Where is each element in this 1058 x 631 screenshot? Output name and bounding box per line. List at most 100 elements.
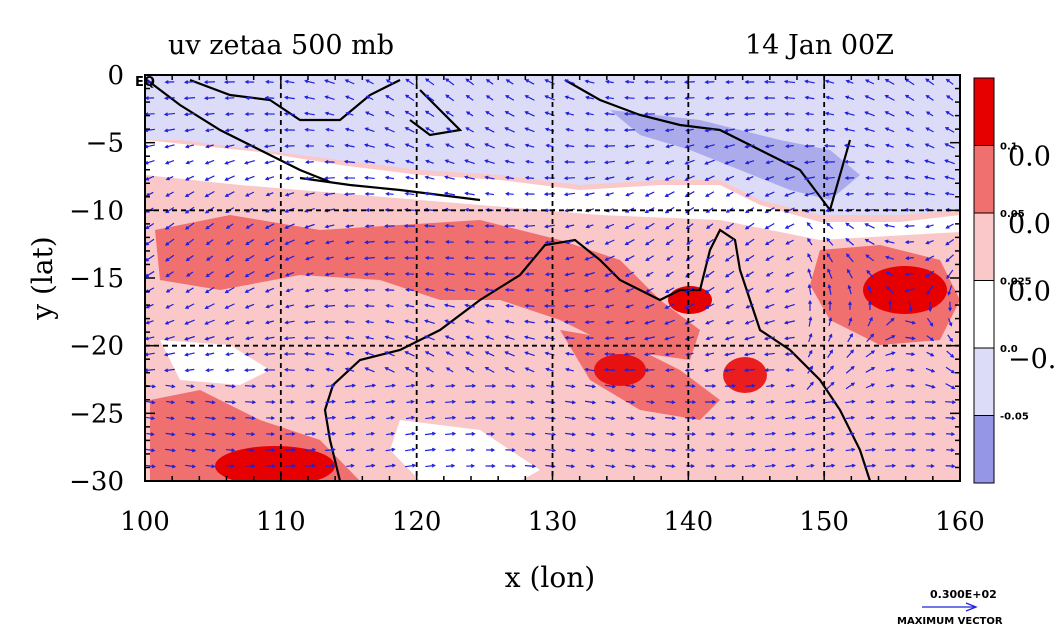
wind-vector-head [331,431,337,436]
wind-vector [905,288,915,292]
wind-vector-head [884,255,890,260]
wind-vector-head [151,464,156,469]
wind-vector-head [951,400,957,405]
wind-vector [848,318,852,326]
wind-vector [845,128,855,132]
wind-vector-head [484,159,489,164]
wind-vector-head [343,288,349,293]
wind-vector-head [405,287,410,292]
wind-vector-head [445,94,450,99]
wind-vector-head [224,96,229,101]
wind-vector-head [206,257,211,261]
wind-vector-head [604,257,609,261]
wind-vector [305,112,315,116]
wind-vector [446,367,454,373]
wind-vector-head [284,144,289,149]
wind-vector [304,320,316,324]
wind-vector [345,272,355,276]
wind-vector-head [343,175,348,180]
wind-vector-head [785,273,790,277]
wind-vector-head [911,320,916,325]
wind-vector [325,79,335,85]
wind-vector-head [283,336,289,341]
wind-vector [885,176,895,180]
wind-vector [326,240,334,244]
wind-vector-head [264,225,269,229]
wind-vector [786,239,794,245]
wind-vector-head [284,304,290,309]
wind-vector-head [591,432,596,437]
wind-vector [265,176,275,180]
wind-vector [765,432,775,436]
wind-vector-head [484,287,489,292]
wind-vector [785,207,795,213]
vorticity-shading [145,75,960,481]
wind-vector [584,400,596,404]
wind-vector-head [784,193,789,197]
wind-vector [946,254,954,262]
wind-vector-head [244,289,249,293]
wind-vector-head [810,463,815,468]
wind-vector-head [183,112,189,117]
wind-vector-head [284,209,289,213]
wind-vector [745,144,755,148]
wind-vector [605,400,615,404]
wind-vector-head [951,416,956,421]
wind-vector [745,448,755,452]
wind-vector-head [504,111,509,115]
wind-vector-head [743,352,749,357]
wind-vector-head [251,464,256,469]
wind-vector [845,222,855,230]
wind-vector-head [404,319,409,324]
wind-vector-head [605,79,610,84]
wind-vector [745,319,755,325]
wind-vector [525,449,535,451]
wind-vector-head [364,335,370,340]
wind-vector [225,384,235,388]
y-tick-labels: 0−5−10−15−20−25−30 [69,61,124,497]
wind-vector-head [851,447,856,452]
positive-vorticity-region [155,215,700,360]
y-tick-label: −25 [69,399,124,429]
wind-vector-head [544,95,549,99]
wind-vector-head [888,300,893,305]
wind-vector [745,160,755,164]
wind-vector [345,79,355,85]
wind-vector [405,384,415,388]
wind-vector-head [465,94,470,99]
wind-vector-head [704,112,710,117]
wind-vector-head [304,367,309,372]
wind-vector [145,113,155,115]
wind-vector [165,384,175,388]
wind-vector [305,128,315,132]
wind-vector-head [611,400,616,405]
wind-vector-head [603,367,609,372]
wind-vector-head [504,351,509,355]
wind-vector-head [763,112,769,117]
wind-vector-head [211,400,216,405]
wind-vector [885,256,895,260]
wind-vector-head [384,159,389,164]
wind-vector [605,369,615,371]
wind-vector-head [403,223,408,228]
x-tick-labels: 100 110 120 130 140 150 160 [120,507,985,537]
wind-vector-head [485,111,490,115]
wind-vector-head [870,350,876,355]
wind-vector [866,401,874,403]
wind-vector [425,78,435,86]
wind-vector-head [424,94,429,99]
wind-vector [565,112,575,116]
wind-vector-head [304,240,309,245]
wind-vector-head [170,400,176,405]
wind-vector-head [165,273,170,278]
wind-vector [565,256,575,260]
wind-vector-head [263,368,268,372]
wind-vector [605,304,615,308]
wind-vector-head [743,112,749,117]
wind-vector-head [171,464,177,469]
wind-vector [725,336,735,340]
gridlines [145,75,960,481]
wind-vector [885,335,895,341]
wind-vector [405,78,415,86]
wind-vector [785,416,795,420]
